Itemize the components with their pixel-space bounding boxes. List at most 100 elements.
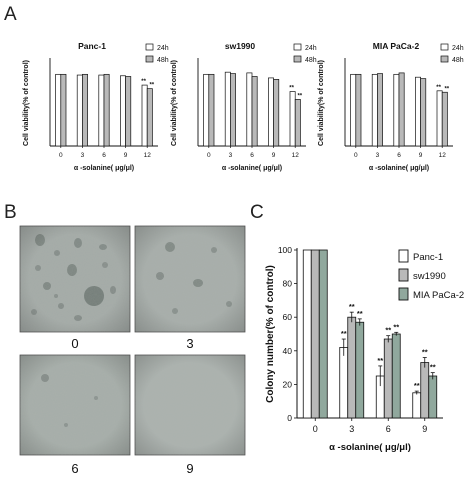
significance-marker: ** bbox=[349, 302, 355, 311]
legend-swatch bbox=[145, 43, 154, 51]
x-tick-label: 12 bbox=[144, 152, 152, 159]
bar bbox=[318, 249, 328, 419]
bar bbox=[393, 73, 400, 147]
bar bbox=[294, 99, 301, 147]
x-axis-label: α -solanine( μg/μl) bbox=[329, 442, 411, 453]
bar bbox=[208, 73, 215, 147]
y-tick-label: 40 bbox=[283, 346, 293, 356]
bar bbox=[441, 91, 448, 147]
x-tick-label: 0 bbox=[354, 152, 358, 159]
significance-marker: ** bbox=[297, 93, 302, 99]
bar bbox=[377, 73, 383, 147]
y-tick-label: 100 bbox=[278, 245, 292, 255]
legend-swatch bbox=[440, 55, 449, 63]
bar bbox=[371, 73, 378, 147]
legend-label: Panc-1 bbox=[413, 252, 443, 263]
photo-label-3: 3 bbox=[186, 336, 193, 351]
x-tick-label: 9 bbox=[272, 152, 276, 159]
bar bbox=[82, 73, 88, 147]
x-axis-label: α -solanine( μg/μl) bbox=[222, 165, 282, 172]
colony-photo-9 bbox=[134, 354, 246, 456]
legend-swatch bbox=[398, 268, 409, 282]
chart-title: Panc-1 bbox=[78, 41, 106, 51]
y-tick-label: 80 bbox=[283, 279, 293, 289]
bar bbox=[273, 78, 280, 147]
significance-marker: ** bbox=[444, 86, 449, 92]
legend-swatch bbox=[398, 287, 409, 301]
x-tick-label: 9 bbox=[419, 152, 423, 159]
significance-marker: ** bbox=[377, 356, 383, 365]
bar bbox=[251, 76, 258, 147]
x-tick-label: 6 bbox=[250, 152, 254, 159]
colony-photo-6 bbox=[19, 354, 131, 456]
x-tick-label: 6 bbox=[397, 152, 401, 159]
chart-miapaca2-viability: MIA PaCa-2 Cell viability(% of control) 0 3… bbox=[318, 41, 464, 172]
y-axis-label: Cell viability(% of control) bbox=[318, 60, 325, 146]
y-axis-label: Cell viability(% of control) bbox=[23, 60, 30, 146]
legend-label: 24h bbox=[305, 45, 317, 52]
legend-swatch bbox=[398, 249, 409, 263]
significance-marker: ** bbox=[385, 326, 391, 335]
bar bbox=[355, 73, 362, 147]
bar bbox=[398, 72, 405, 147]
bar bbox=[246, 72, 253, 147]
x-tick-label: 12 bbox=[439, 152, 447, 159]
x-tick-label: 3 bbox=[229, 152, 233, 159]
photo-label-9: 9 bbox=[186, 461, 193, 476]
legend-label: sw1990 bbox=[413, 271, 446, 282]
chart-title: MIA PaCa-2 bbox=[373, 41, 420, 51]
bar bbox=[420, 78, 427, 147]
significance-marker: ** bbox=[341, 329, 347, 338]
legend-label: 24h bbox=[157, 45, 169, 52]
legend-label: MIA PaCa-2 bbox=[413, 290, 464, 301]
legend-swatch bbox=[440, 43, 449, 51]
legend-label: 48h bbox=[157, 57, 169, 64]
photo-label-0: 0 bbox=[71, 336, 78, 351]
bar bbox=[76, 74, 83, 147]
bar bbox=[355, 321, 365, 419]
x-tick-label: 0 bbox=[59, 152, 63, 159]
chart-title: sw1990 bbox=[225, 41, 256, 51]
bar bbox=[420, 362, 430, 419]
bar bbox=[230, 73, 236, 147]
significance-marker: ** bbox=[141, 79, 146, 85]
bar bbox=[146, 88, 153, 147]
significance-marker: ** bbox=[393, 322, 399, 331]
chart-sw1990-viability: sw1990 Cell viability(% of control) 0 3 6 9 12… bbox=[171, 41, 317, 172]
x-tick-label: 6 bbox=[102, 152, 106, 159]
chart-panc1-viability: Panc-1 Cell viability(% of control) 0 3 6 9 12… bbox=[23, 41, 169, 172]
y-tick-label: 0 bbox=[287, 413, 292, 423]
x-tick-label: 0 bbox=[313, 424, 318, 434]
colony-photo-3 bbox=[134, 225, 246, 333]
bar bbox=[391, 333, 401, 419]
bar bbox=[125, 76, 132, 147]
y-axis-label: Colony number(% of control) bbox=[265, 265, 276, 403]
bar bbox=[60, 73, 67, 147]
x-tick-label: 3 bbox=[376, 152, 380, 159]
significance-marker: ** bbox=[357, 309, 363, 318]
panel-letter-a: A bbox=[4, 4, 17, 25]
bar bbox=[412, 392, 422, 419]
significance-marker: ** bbox=[414, 381, 420, 390]
bar bbox=[55, 73, 62, 147]
significance-marker: ** bbox=[422, 348, 428, 357]
significance-marker: ** bbox=[430, 363, 436, 372]
bar bbox=[203, 73, 210, 147]
y-tick-label: 60 bbox=[283, 312, 293, 322]
legend-label: 24h bbox=[452, 45, 464, 52]
bar bbox=[415, 76, 421, 147]
legend-swatch bbox=[145, 55, 154, 63]
x-tick-label: 0 bbox=[207, 152, 211, 159]
bar bbox=[103, 73, 110, 147]
significance-marker: ** bbox=[149, 83, 154, 89]
x-tick-label: 6 bbox=[386, 424, 391, 434]
bar bbox=[289, 91, 296, 147]
x-tick-label: 9 bbox=[124, 152, 128, 159]
bar bbox=[350, 73, 357, 147]
x-tick-label: 3 bbox=[349, 424, 354, 434]
legend-label: 48h bbox=[452, 57, 464, 64]
x-tick-label: 9 bbox=[422, 424, 427, 434]
legend-label: 48h bbox=[305, 57, 317, 64]
